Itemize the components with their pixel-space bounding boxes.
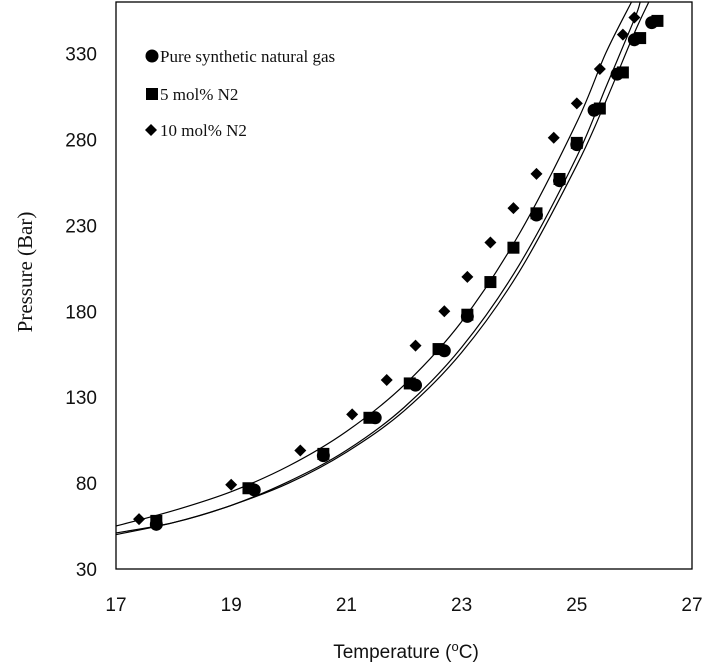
fit-curve-series-3 (115, 1, 633, 527)
legend-marker-square (146, 88, 158, 100)
x-axis-title-end: C) (459, 642, 479, 663)
data-point-diamond (530, 167, 543, 180)
x-tick-label: 21 (336, 595, 357, 616)
data-point-square (651, 14, 664, 27)
legend-label-series-1: Pure synthetic natural gas (160, 47, 335, 66)
data-point-square (403, 377, 416, 390)
data-point-diamond (593, 63, 606, 76)
x-tick-label: 27 (681, 595, 702, 616)
y-tick-label: 130 (65, 388, 97, 409)
y-tick-label: 230 (65, 216, 97, 237)
data-point-diamond (570, 97, 583, 110)
data-point-square (150, 514, 163, 527)
data-point-square (484, 276, 497, 289)
fit-curve-series-1 (115, 1, 641, 534)
data-point-diamond (380, 374, 393, 386)
data-point-diamond (616, 28, 629, 41)
data-point-diamond (547, 131, 560, 144)
y-axis-title: Pressure (Bar) (13, 212, 37, 333)
data-point-square (363, 411, 376, 424)
y-tick-label: 180 (65, 302, 97, 323)
x-axis-title: Temperature (oC) (333, 639, 479, 663)
x-tick-label: 19 (221, 595, 242, 616)
data-markers (133, 11, 664, 531)
legend-marker-diamond (145, 124, 157, 136)
data-point-square (570, 136, 583, 149)
data-point-diamond (409, 339, 422, 352)
data-point-diamond (507, 202, 520, 215)
data-point-square (507, 241, 520, 254)
data-point-diamond (346, 408, 359, 421)
y-tick-label: 280 (65, 130, 97, 151)
data-point-square (553, 172, 566, 185)
x-tick-label: 23 (451, 595, 472, 616)
y-tick-label: 30 (76, 560, 97, 581)
data-point-square (616, 66, 629, 79)
fit-curves (115, 1, 650, 536)
data-point-diamond (294, 444, 307, 457)
legend-label-series-3: 10 mol% N2 (160, 121, 247, 140)
data-point-diamond (133, 513, 146, 526)
y-tick-label: 80 (76, 474, 97, 495)
y-tick-label: 330 (65, 45, 97, 66)
data-point-square (634, 32, 647, 45)
data-point-square (432, 343, 445, 356)
x-axis-title-main: Temperature ( (333, 642, 452, 663)
x-axis-title-degree: o (451, 639, 458, 654)
data-point-diamond (461, 270, 474, 283)
data-point-square (242, 482, 255, 495)
y-axis-ticks: 30 80 130 180 230 280 330 (65, 45, 97, 581)
data-point-square (461, 308, 474, 321)
data-point-square (593, 102, 606, 115)
data-point-square (530, 207, 543, 220)
legend-label-series-2: 5 mol% N2 (160, 85, 238, 104)
x-tick-label: 25 (566, 595, 587, 616)
legend-marker-circle (145, 49, 159, 63)
data-point-diamond (438, 305, 451, 318)
plot-frame (115, 1, 693, 570)
fit-curve-series-2 (115, 1, 650, 536)
data-point-diamond (628, 11, 641, 24)
legend: Pure synthetic natural gas 5 mol% N2 10 … (145, 47, 335, 140)
x-tick-label: 17 (105, 595, 126, 616)
x-axis-ticks: 17 19 21 23 25 27 (105, 595, 702, 616)
data-point-diamond (225, 478, 238, 491)
data-point-diamond (484, 236, 497, 249)
data-point-square (317, 447, 330, 460)
